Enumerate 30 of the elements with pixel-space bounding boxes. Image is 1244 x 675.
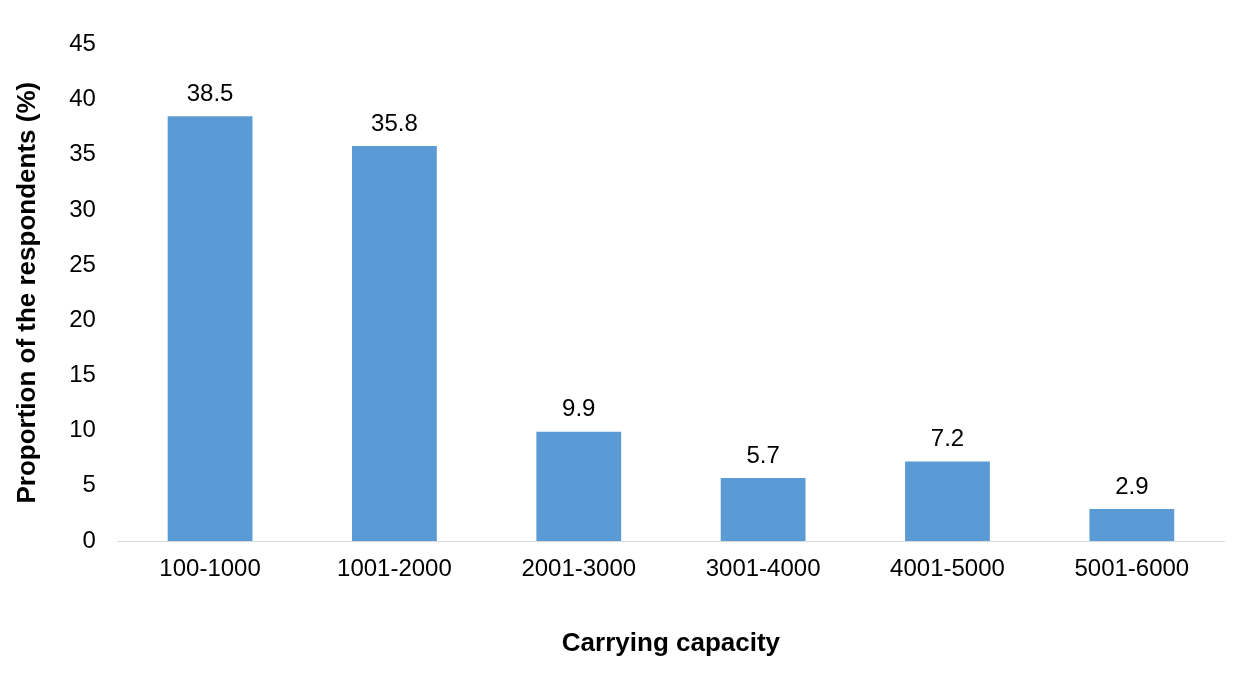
x-tick-label: 2001-3000: [521, 554, 637, 582]
x-tick-label: 4001-5000: [890, 554, 1005, 582]
data-label: 5.7: [746, 440, 780, 468]
data-label: 9.9: [562, 394, 596, 422]
y-axis-title: Proportion of the respondents (%): [10, 81, 41, 504]
x-tick-label: 100-1000: [159, 554, 261, 582]
y-tick-label: 25: [69, 249, 96, 277]
x-tick-label: 1001-2000: [337, 554, 452, 582]
bar: [167, 116, 253, 541]
y-tick-label: 40: [69, 84, 96, 112]
y-tick-label: 20: [69, 304, 96, 332]
x-axis-title: Carrying capacity: [561, 626, 781, 657]
y-tick-label: 15: [69, 360, 96, 388]
y-tick-label: 30: [69, 194, 96, 222]
data-label: 2.9: [1115, 471, 1149, 499]
bar: [905, 461, 990, 541]
y-tick-label: 45: [69, 29, 96, 57]
y-tick-label: 35: [69, 139, 96, 167]
y-tick-label: 0: [82, 525, 96, 553]
bar: [536, 431, 622, 541]
bar: [1089, 509, 1175, 541]
x-tick-label: 5001-6000: [1074, 554, 1190, 582]
bar: [352, 145, 437, 541]
data-label: 7.2: [930, 424, 965, 452]
data-label: 35.8: [371, 108, 418, 136]
data-label: 38.5: [186, 78, 234, 106]
x-tick-label: 3001-4000: [705, 554, 821, 582]
bar: [720, 478, 806, 541]
y-tick-label: 10: [69, 415, 96, 443]
y-tick-label: 5: [82, 470, 96, 498]
